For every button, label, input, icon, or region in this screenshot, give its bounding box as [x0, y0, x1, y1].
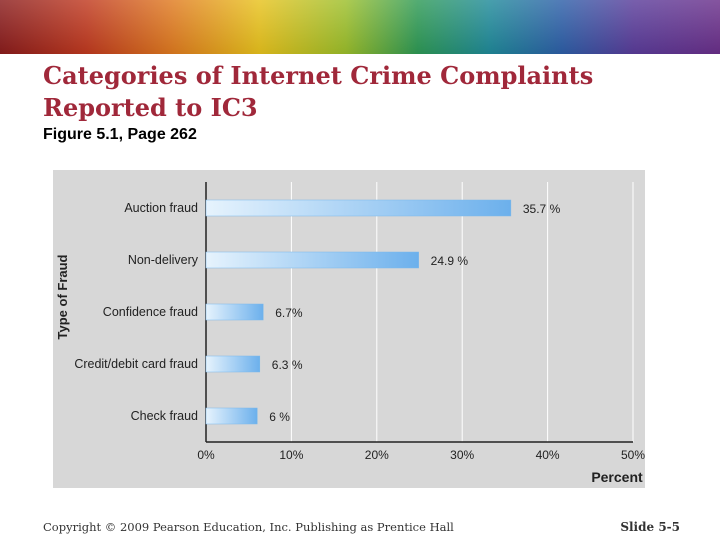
category-label: Auction fraud — [124, 201, 198, 215]
copyright-notice: Copyright © 2009 Pearson Education, Inc.… — [43, 520, 454, 534]
x-tick-label: 40% — [536, 448, 560, 462]
x-tick-label: 20% — [365, 448, 389, 462]
bars — [205, 199, 512, 425]
x-tick-label: 30% — [450, 448, 474, 462]
category-label: Confidence fraud — [103, 305, 198, 319]
title-line-2: Reported to IC3 — [43, 93, 258, 122]
grid-lines — [205, 182, 634, 443]
y-axis-title: Type of Fraud — [55, 254, 70, 339]
bar — [205, 199, 512, 217]
category-label: Check fraud — [131, 409, 198, 423]
data-label: 24.9 % — [431, 254, 469, 268]
bar — [205, 407, 258, 425]
data-label: 6 % — [269, 410, 290, 424]
title-line-1: Categories of Internet Crime Complaints — [43, 61, 594, 90]
labels: 0% 10% 20% 30% 40% 50% Auction fraud 35.7 % Non-… — [55, 201, 645, 485]
chart-figure: 0% 10% 20% 30% 40% 50% Auction fraud 35.7 % Non-… — [53, 170, 645, 488]
figure-reference: Figure 5.1, Page 262 — [43, 126, 197, 143]
x-axis-title: Percent — [591, 469, 643, 485]
bar — [205, 355, 261, 373]
bar-chart: 0% 10% 20% 30% 40% 50% Auction fraud 35.7 % Non-… — [55, 182, 645, 485]
bar — [205, 303, 264, 321]
slide-title: Categories of Internet Crime Complaints … — [43, 60, 593, 124]
category-label: Credit/debit card fraud — [74, 357, 198, 371]
data-label: 6.7% — [275, 306, 303, 320]
x-tick-label: 0% — [197, 448, 215, 462]
category-label: Non-delivery — [128, 253, 199, 267]
header-banner — [0, 0, 720, 54]
data-label: 6.3 % — [272, 358, 303, 372]
x-tick-label: 10% — [279, 448, 303, 462]
bar — [205, 251, 419, 269]
slide-number: Slide 5-5 — [620, 520, 680, 534]
x-tick-label: 50% — [621, 448, 645, 462]
data-label: 35.7 % — [523, 202, 561, 216]
